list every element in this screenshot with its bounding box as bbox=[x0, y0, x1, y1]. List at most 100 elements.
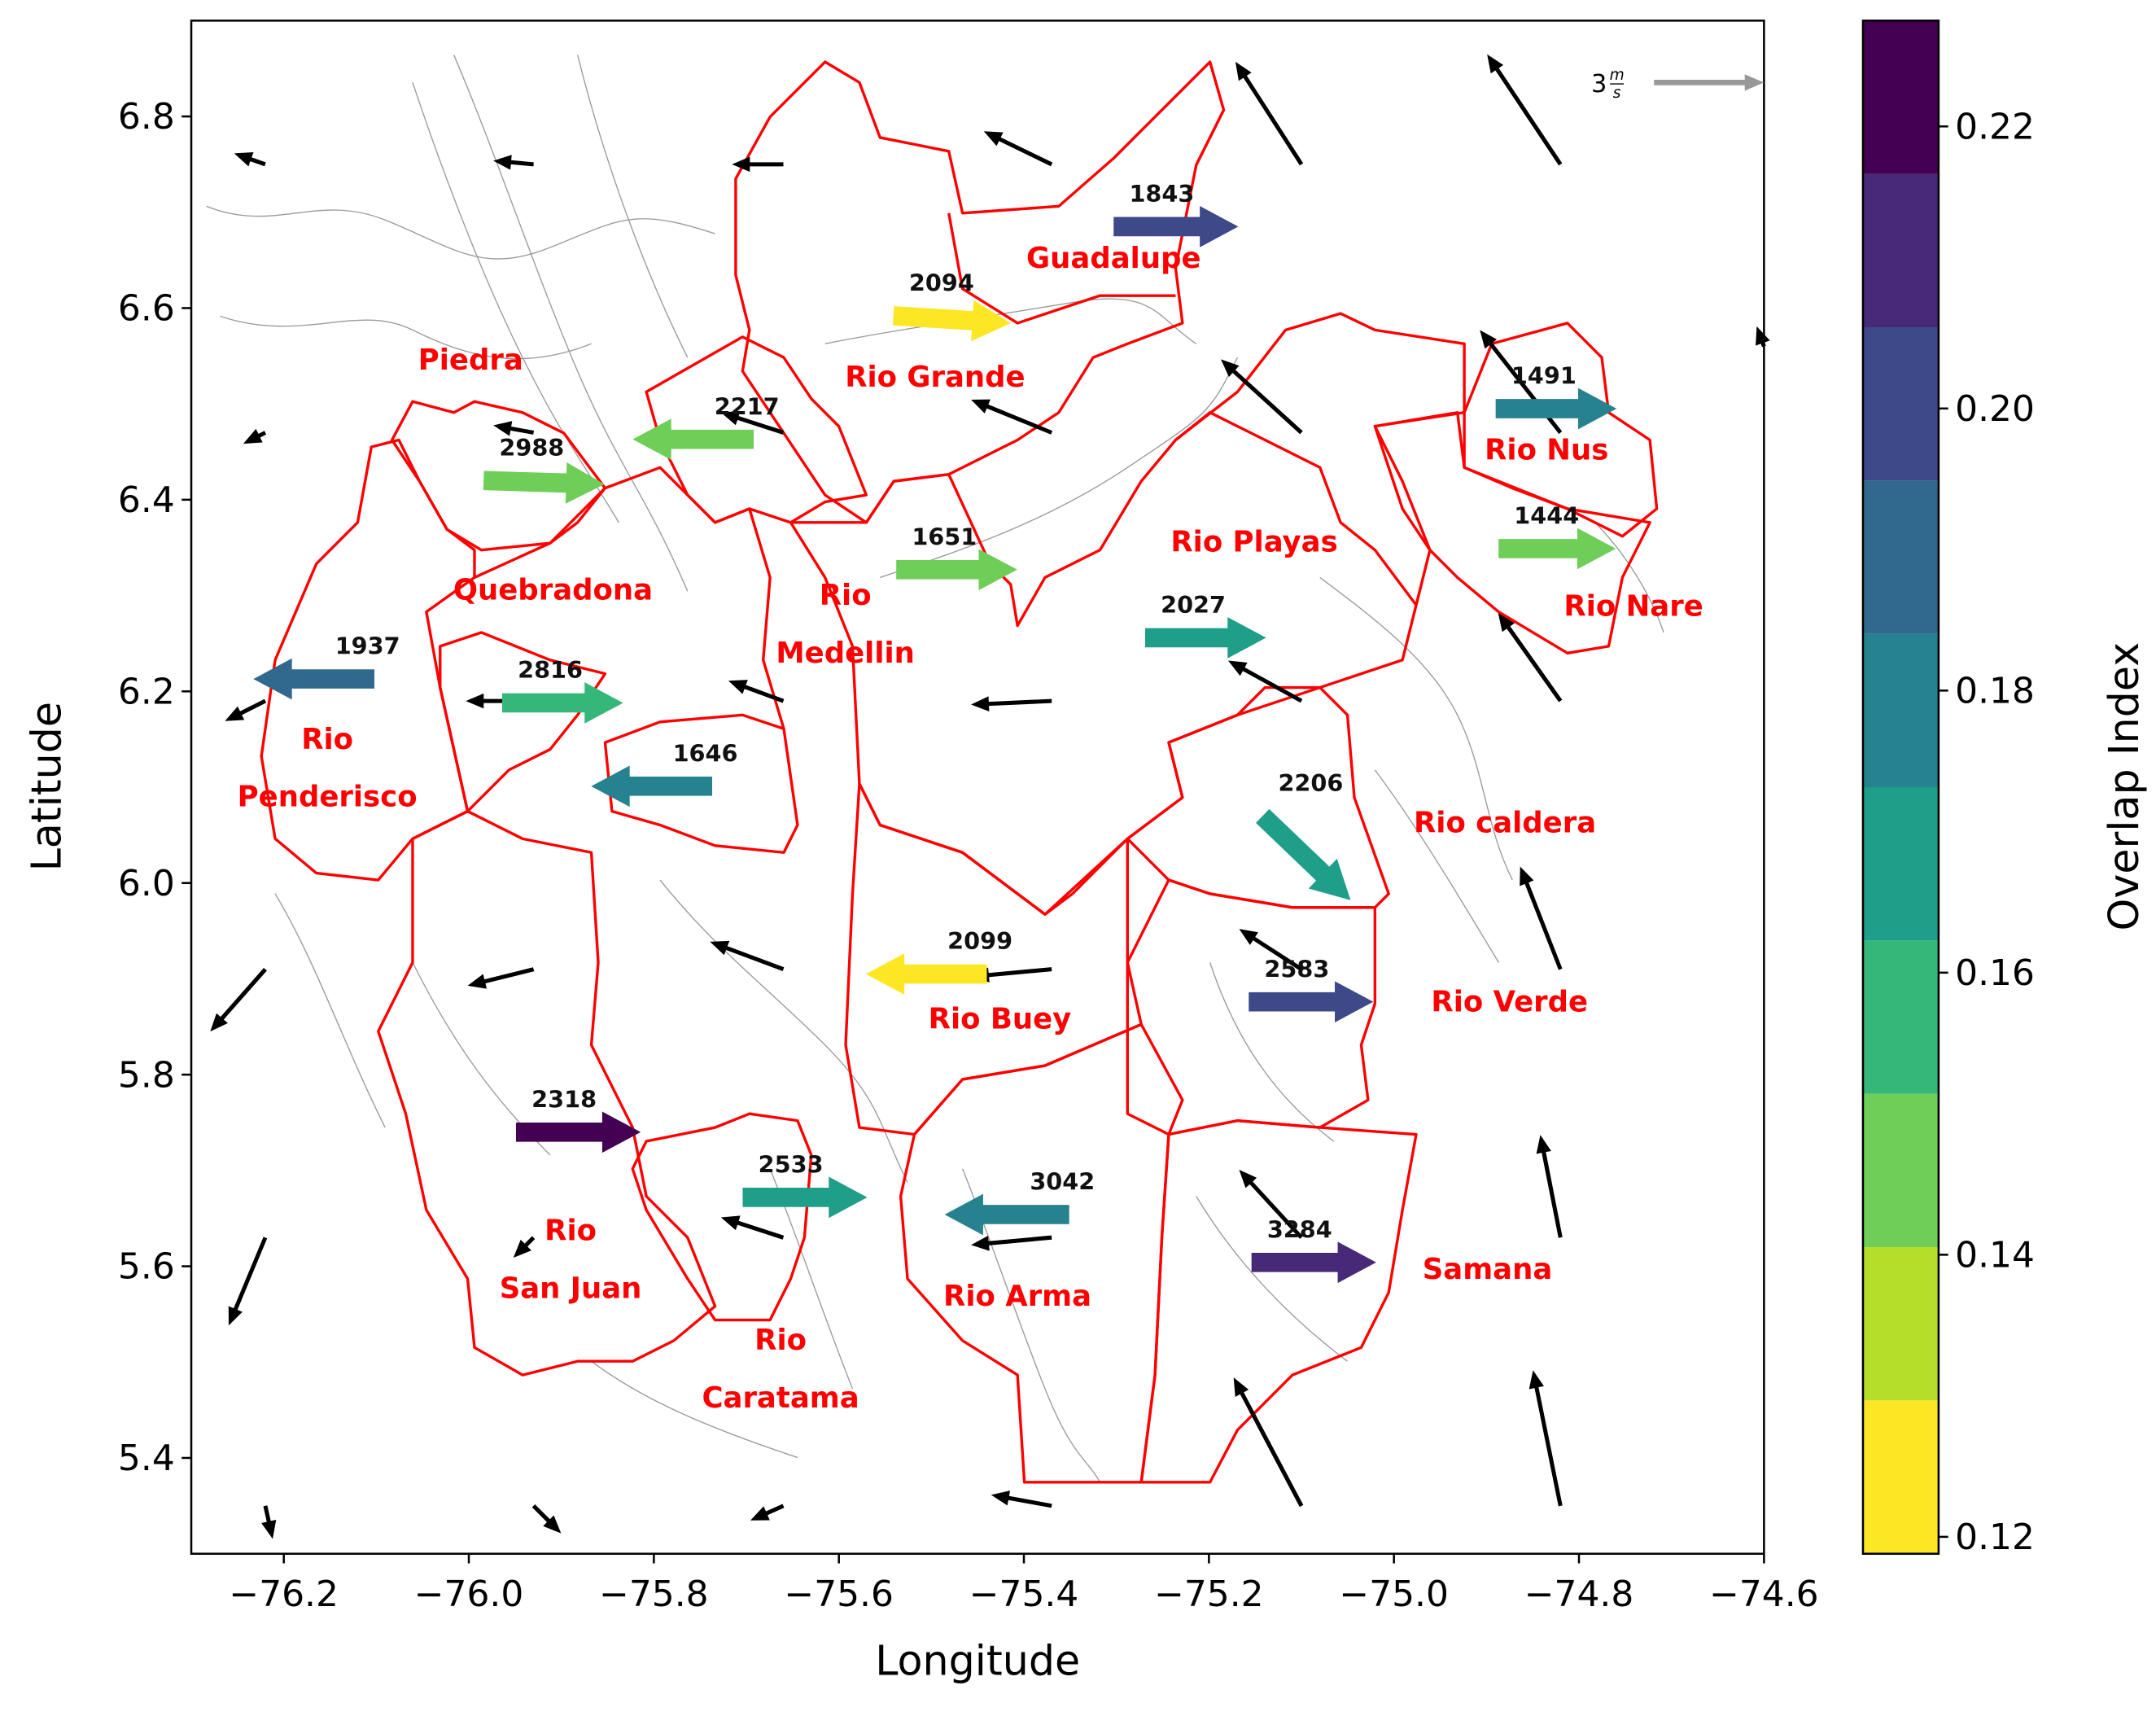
basin-outline bbox=[899, 1022, 1184, 1484]
wind-arrow bbox=[234, 151, 266, 167]
axes-frame bbox=[190, 20, 1765, 1555]
basin-label: Samana bbox=[1423, 1253, 1553, 1286]
x-tick-label: −74.8 bbox=[1524, 1574, 1634, 1615]
wind-arrow bbox=[720, 410, 785, 435]
wind-arrow bbox=[1536, 1135, 1563, 1238]
x-axis-label: Longitude bbox=[875, 1636, 1080, 1684]
x-tick-label: −76.2 bbox=[229, 1574, 339, 1615]
basin-arrow-label: 1491 bbox=[1511, 362, 1577, 390]
basin-label: Guadalupe bbox=[1026, 242, 1200, 275]
basin-outline bbox=[631, 1112, 813, 1322]
wind-arrow bbox=[467, 967, 535, 989]
wind-arrow bbox=[1220, 359, 1303, 435]
basin-label: Caratama bbox=[702, 1381, 859, 1415]
wind-arrow bbox=[493, 155, 534, 170]
wind-arrow bbox=[531, 1504, 562, 1534]
basin-outline bbox=[947, 212, 1176, 325]
y-tick-label: 6.2 bbox=[118, 672, 175, 713]
basin-arrow-label: 2206 bbox=[1278, 769, 1343, 797]
y-tick-label: 5.4 bbox=[118, 1438, 175, 1479]
basin-arrow bbox=[944, 1193, 1069, 1236]
basin-label: San Juan bbox=[500, 1272, 642, 1306]
colorbar-band bbox=[1862, 1093, 1939, 1248]
x-tick-label: −76.0 bbox=[414, 1574, 524, 1615]
basin-outline bbox=[1174, 312, 1466, 606]
basin-arrow-label: 1843 bbox=[1129, 180, 1194, 208]
basin-arrow bbox=[1498, 527, 1616, 570]
basin-arrow bbox=[253, 658, 375, 700]
colorbar-band bbox=[1862, 940, 1939, 1094]
colorbar-tick-label: 0.22 bbox=[1955, 106, 2035, 147]
basin-arrow-label: 2099 bbox=[947, 927, 1012, 955]
colorbar-band bbox=[1862, 1400, 1939, 1554]
y-tick-label: 6.8 bbox=[118, 96, 175, 138]
basin-arrow bbox=[501, 682, 623, 724]
basin-arrow-label: 1444 bbox=[1514, 502, 1579, 530]
x-tick-label: −75.6 bbox=[784, 1574, 894, 1615]
basin-arrow-label: 2533 bbox=[759, 1150, 824, 1178]
wind-arrow bbox=[261, 1505, 277, 1539]
basin-arrow bbox=[892, 300, 1011, 342]
basin-label: Rio bbox=[301, 723, 353, 756]
colorbar-band bbox=[1862, 480, 1939, 634]
wind-arrow bbox=[1498, 613, 1563, 703]
basin-arrow bbox=[1251, 1241, 1376, 1284]
colorbar-tick-label: 0.18 bbox=[1955, 671, 2035, 712]
wind-arrow bbox=[1239, 1169, 1303, 1239]
wind-arrow bbox=[1233, 1377, 1304, 1508]
basin-label: Medellin bbox=[776, 637, 915, 670]
basin-arrow bbox=[1495, 387, 1617, 430]
wind-arrow bbox=[971, 399, 1053, 435]
wind-arrow bbox=[493, 421, 535, 436]
basin-arrow bbox=[865, 953, 987, 995]
x-tick-label: −75.4 bbox=[969, 1574, 1079, 1615]
basin-arrow-label: 1651 bbox=[912, 523, 977, 550]
basin-label: Rio Playas bbox=[1170, 525, 1337, 558]
wind-arrow bbox=[983, 131, 1053, 167]
basin-outline bbox=[1126, 878, 1377, 1136]
colorbar-frame bbox=[1861, 20, 1940, 1555]
wind-arrow bbox=[971, 1235, 1052, 1251]
basin-arrow-label: 2217 bbox=[715, 392, 780, 420]
wind-arrow bbox=[1227, 660, 1303, 703]
basin-arrow-label: 1937 bbox=[335, 633, 400, 660]
wind-arrow bbox=[228, 1237, 268, 1326]
wind-arrow bbox=[1756, 326, 1770, 348]
wind-arrow bbox=[971, 696, 1052, 711]
wind-arrow bbox=[466, 693, 534, 709]
colorbar-label: Overlap Index bbox=[2100, 642, 2148, 931]
basin-arrow-label: 2988 bbox=[499, 434, 564, 462]
reference-arrow bbox=[1654, 74, 1765, 91]
terrain-contours bbox=[206, 55, 1664, 1483]
basin-arrow bbox=[483, 462, 605, 504]
y-tick-label: 6.6 bbox=[118, 288, 175, 330]
basin-arrow-label: 2094 bbox=[909, 269, 974, 296]
y-tick-label: 6.4 bbox=[118, 479, 175, 521]
wind-arrow bbox=[720, 1215, 785, 1240]
basin-label: Rio Verde bbox=[1431, 986, 1588, 1019]
colorbar-band bbox=[1862, 20, 1939, 174]
basin-arrow-label: 2583 bbox=[1264, 955, 1329, 983]
colorbar-tick-label: 0.12 bbox=[1955, 1517, 2035, 1558]
basin-arrow bbox=[515, 1111, 641, 1153]
wind-arrow bbox=[1528, 1370, 1563, 1507]
wind-arrow bbox=[991, 1491, 1052, 1508]
x-tick-label: −75.2 bbox=[1154, 1574, 1264, 1615]
wind-arrow bbox=[728, 680, 785, 703]
wind-arrow bbox=[513, 1236, 536, 1259]
basin-boundaries bbox=[260, 60, 1659, 1484]
basin-arrow bbox=[896, 549, 1017, 591]
basin-label: Quebradona bbox=[453, 573, 653, 606]
colorbar-tick-label: 0.20 bbox=[1955, 388, 2035, 430]
basin-label: Rio Arma bbox=[943, 1280, 1091, 1313]
basin-arrow-label: 3042 bbox=[1030, 1168, 1095, 1196]
basin-arrow bbox=[632, 418, 754, 461]
wind-arrow bbox=[710, 940, 785, 972]
reference-unit-denominator: s bbox=[1613, 85, 1621, 102]
basin-outline bbox=[377, 809, 717, 1377]
basin-label: Rio Buey bbox=[929, 1003, 1072, 1036]
colorbar-band bbox=[1862, 633, 1939, 788]
x-tick-label: −74.6 bbox=[1709, 1574, 1819, 1615]
wind-arrow bbox=[750, 1504, 785, 1521]
